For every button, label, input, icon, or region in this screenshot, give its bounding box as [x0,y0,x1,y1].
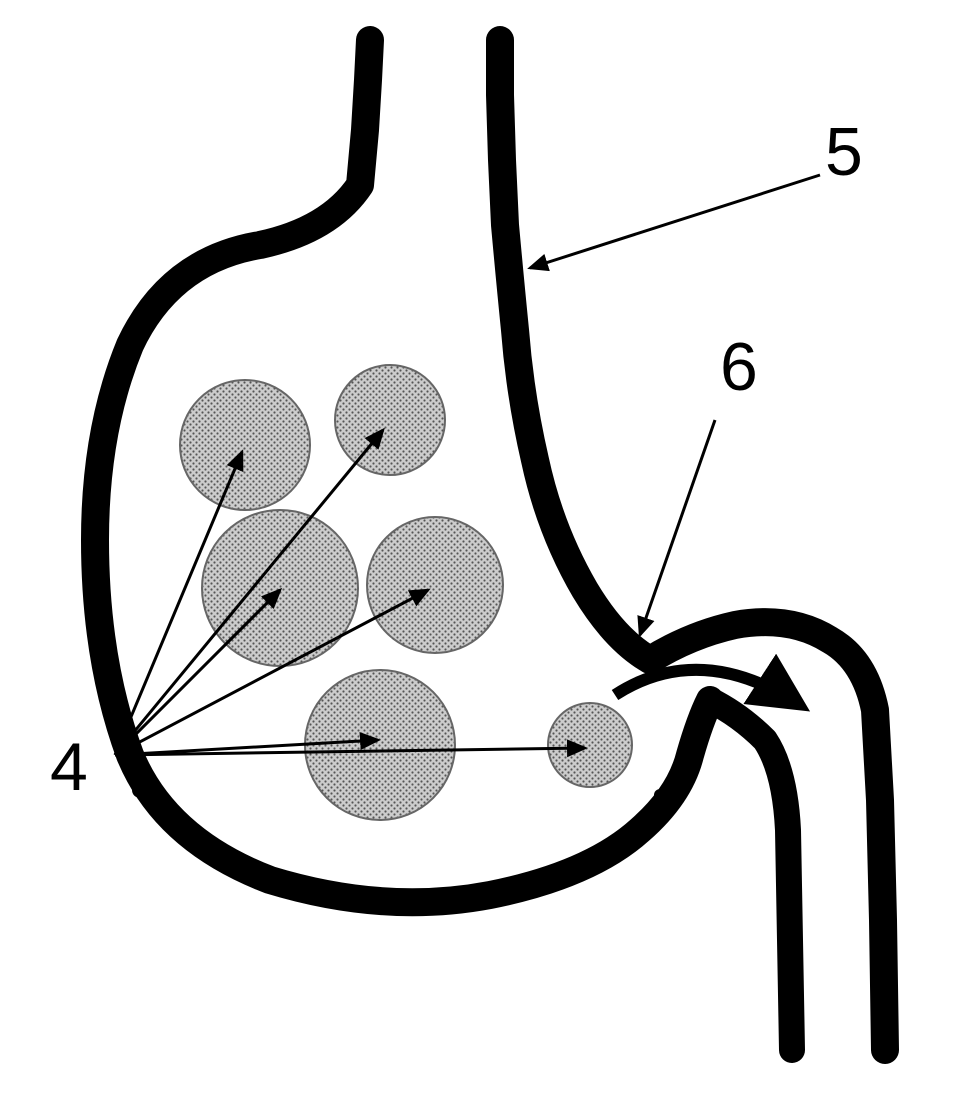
leader-line [530,175,820,268]
stomach-diagram: 5 6 4 [0,0,968,1101]
content-circle [548,703,632,787]
content-circle [367,517,503,653]
leader-line [640,420,715,635]
leader-line [115,590,280,755]
content-circle [305,670,455,820]
callout-label-4: 4 [50,729,88,805]
callout-label-6: 6 [720,329,758,405]
content-circle [180,380,310,510]
content-circle [335,365,445,475]
callout-label-5: 5 [825,114,863,190]
